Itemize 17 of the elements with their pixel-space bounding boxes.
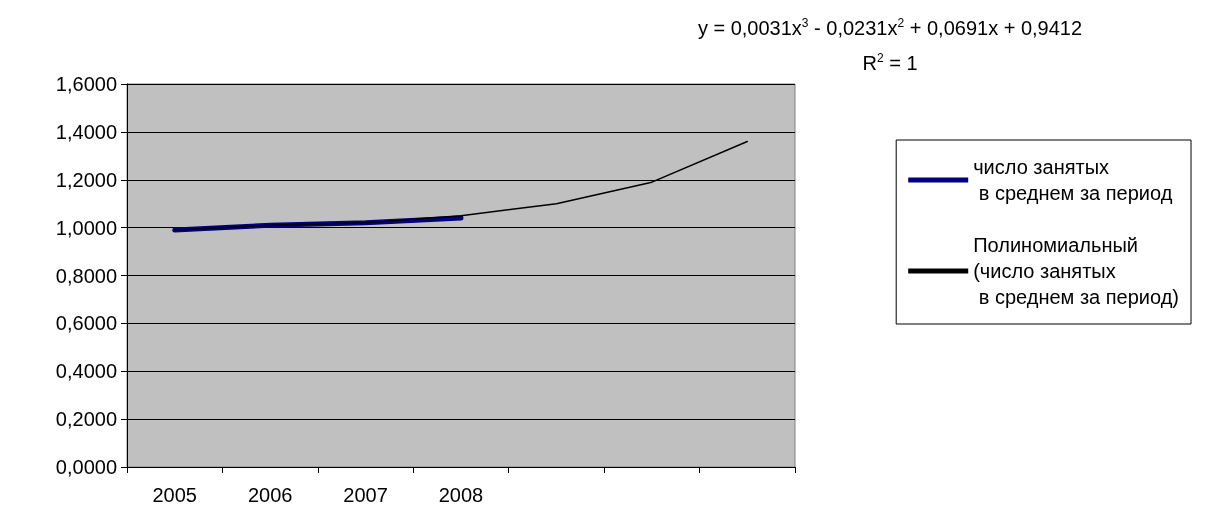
text: R$^{2}$ = 1 [861, 49, 919, 76]
y-tick-label: 1,4000 [55, 120, 117, 143]
y-tick-label: 0,4000 [55, 360, 117, 383]
y-tick-label: 1,2000 [55, 168, 117, 191]
y-tick-label: 0,6000 [55, 312, 117, 335]
legend-label: число занятых в среднем за период [973, 156, 1173, 204]
y-tick-label: 1,0000 [55, 216, 117, 239]
y-tick-label: 0,2000 [55, 408, 117, 431]
x-tick-label: 2007 [343, 484, 388, 506]
x-tick-label: 2006 [247, 484, 293, 506]
y-tick-label: 0,8000 [55, 264, 117, 287]
y-tick-label: 0,0000 [55, 456, 117, 478]
x-tick-label: 2008 [438, 484, 484, 506]
x-tick-label: 2005 [152, 484, 197, 506]
y-tick-label: 1,6000 [55, 73, 117, 95]
legend-label: Полиномиальный (число занятых в среднем за период) [973, 234, 1180, 308]
text: y = 0,0031x$^{3}$ - 0,0231x$^{2}$ + 0,0691x + 0,9412 [696, 15, 1084, 41]
